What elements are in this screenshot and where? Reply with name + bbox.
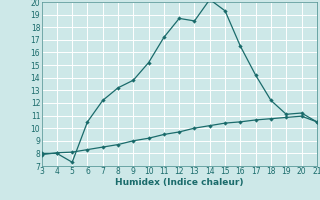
X-axis label: Humidex (Indice chaleur): Humidex (Indice chaleur) bbox=[115, 178, 244, 187]
